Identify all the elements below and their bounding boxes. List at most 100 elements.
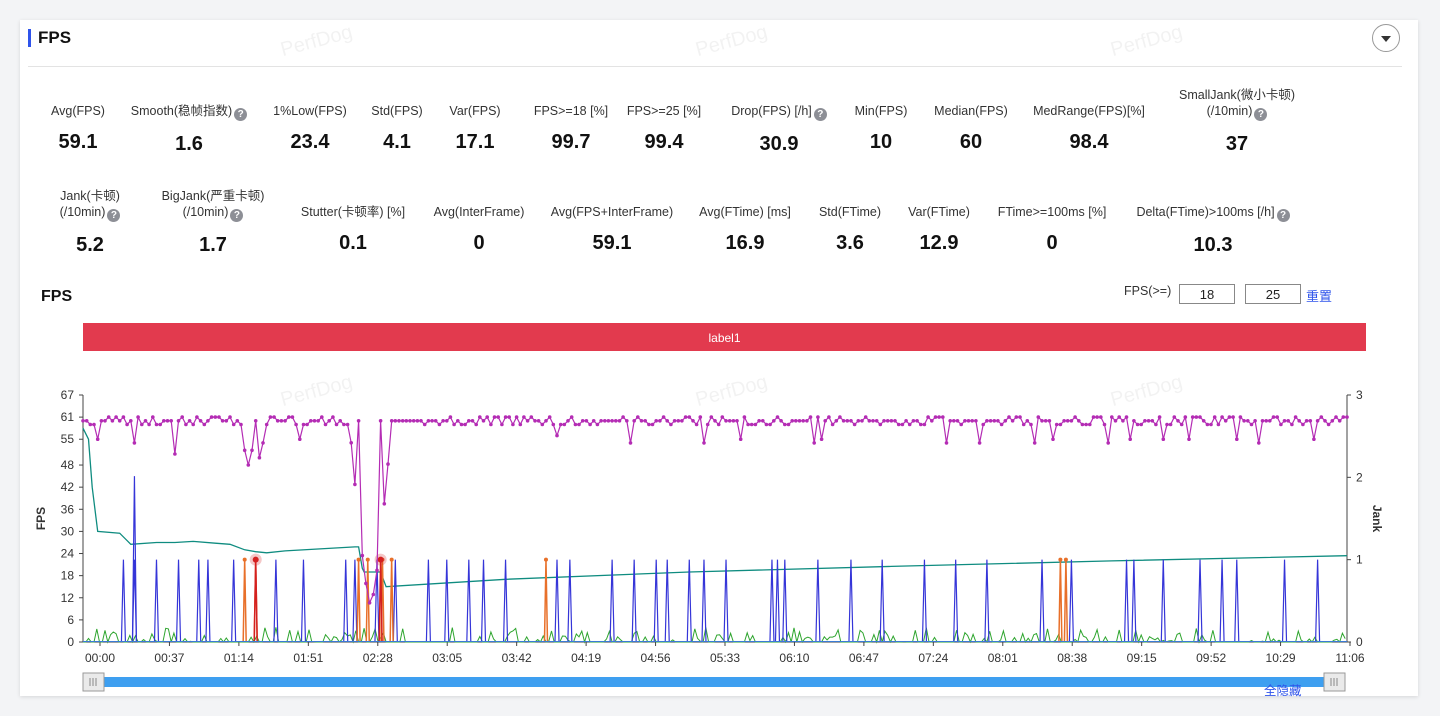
series-fps-point [742,415,747,419]
series-fps-point [195,415,199,419]
series-smalljank-spike [425,559,431,643]
series-smalljank-spike [984,559,990,643]
fps-threshold-input-2[interactable]: 25 [1245,284,1301,304]
metric-metrics_row2-8: FTime>=100ms [%] 0 [942,204,1162,255]
series-fps-point [1124,415,1129,419]
series-fps-point [84,419,89,423]
series-fps-point [290,415,295,419]
label-band [83,323,1366,351]
series-fps-point [665,419,669,423]
y-right-tick-label: 0 [1356,635,1363,649]
metric-label: SmallJank(微小卡顿) (/10min)? [1127,87,1347,121]
series-fps-point [356,419,361,423]
series-fps-point [400,419,405,423]
series-fps-point [103,419,107,423]
series-fps-point [702,441,706,445]
help-icon[interactable]: ? [230,209,244,222]
series-fps-point [1330,419,1335,423]
metric-label-text: Var(FPS) [449,104,501,118]
help-icon[interactable]: ? [813,108,827,121]
series-fps-point [95,437,100,441]
metric-metrics_row2-3: Avg(InterFrame) 0 [369,204,589,255]
series-fps-point [1279,422,1283,427]
series-fps-point [441,419,445,423]
series-fps-point [1073,415,1077,419]
series-fps-point [591,419,596,423]
series-smalljank-spike [1197,559,1203,643]
series-fps-point [749,422,754,427]
series-fps-point [140,422,144,427]
series-fps-point [1168,422,1173,427]
metric-label-text: FTime>=100ms [%] [997,205,1107,219]
series-fps-point [1315,419,1320,423]
series-fps-point [1040,419,1044,423]
series-fps-point [99,419,104,423]
series-fps-point [1146,419,1151,423]
series-fps-point [1301,422,1305,427]
series-fps-point [342,422,346,427]
help-icon[interactable]: ? [1254,108,1268,121]
series-fps-point [1054,422,1059,427]
series-fps-point [985,419,989,423]
series-fps-point [301,422,306,427]
x-tick-label: 09:15 [1127,651,1157,665]
metric-label-text: Median(FPS) [934,104,1008,118]
help-icon[interactable]: ? [234,108,248,121]
metric-label: Drop(FPS) [/h]? [669,103,889,121]
series-fps-point [1209,422,1213,427]
series-smooth-line [83,627,1346,644]
metric-value: 37 [1225,133,1249,155]
x-tick-label: 01:14 [224,651,254,665]
series-fps-point [235,419,240,423]
series-fps-point [353,482,357,487]
metric-label-text: Min(FPS) [854,104,908,118]
series-fps-point [790,419,794,423]
header-divider [28,66,1402,67]
series-fps-point [198,419,203,423]
hide-all-button[interactable]: 全隐藏 [1264,684,1302,698]
series-fps-point [727,419,732,423]
label-band-text: label1 [708,331,740,345]
help-icon[interactable]: ? [1276,209,1290,222]
series-smalljank-spike [782,559,788,643]
series-fps-point [1172,415,1177,419]
series-fps-point [452,422,456,427]
series-fps-point [536,419,541,423]
metric-value: 5.2 [76,234,104,256]
series-fps-point [705,422,710,427]
fps-card: FPS Avg(FPS) 59.1 Smooth(稳帧指数)? 1.6 1%Low(FP… [20,20,1418,698]
series-fps-point [239,422,243,427]
series-fps-point [316,419,321,423]
series-fps-point [114,415,118,419]
metric-label-text: Smooth(稳帧指数) [130,104,233,118]
series-fps-point [180,415,184,419]
series-fps-point [882,419,886,423]
metric-metrics_row1-4: Var(FPS) 17.1 [365,103,585,154]
series-fps-point [264,422,269,427]
series-fps-point [375,568,379,573]
metric-label: Smooth(稳帧指数)? [79,103,299,121]
reset-button[interactable]: 重置 [1306,289,1333,304]
series-fps-point [709,415,714,419]
collapse-chevron-icon[interactable] [1372,24,1400,52]
metric-value: 99.4 [644,131,684,153]
metric-label: FPS>=25 [%] [554,103,774,119]
series-fps-point [415,419,420,423]
series-fps-point [275,419,280,423]
metric-metrics_row2-7: Var(FTime) 12.9 [829,204,1049,255]
metric-label: MedRange(FPS)[%] [979,103,1199,119]
fps-threshold-input-1[interactable]: 18 [1179,284,1235,304]
series-smalljank-spike [631,559,637,643]
series-fps-point [169,419,173,423]
x-tick-label: 00:37 [154,651,184,665]
series-fps-point [885,419,890,423]
series-fps-point [999,422,1004,427]
series-fps-point [470,419,475,423]
series-fps-point [1249,422,1254,427]
series-fps-point [1231,415,1235,419]
metric-value: 12.9 [919,232,959,254]
metric-label-text: Avg(FPS) [51,104,105,118]
help-icon[interactable]: ? [107,209,121,222]
series-fps-point [1051,437,1055,441]
series-fps-point [926,415,930,419]
